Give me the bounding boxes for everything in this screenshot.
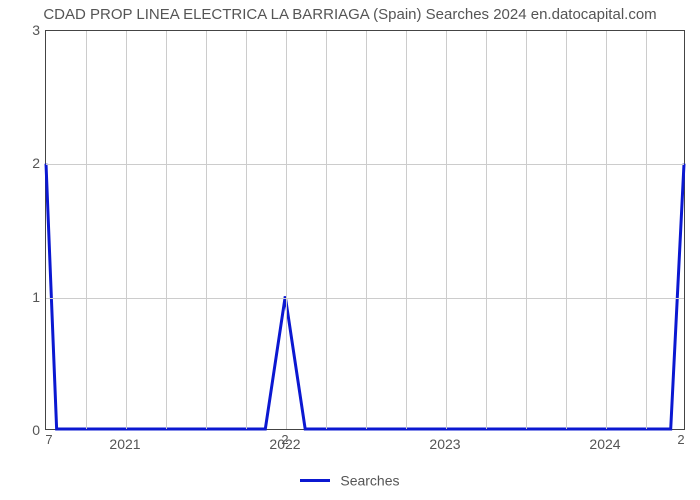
gridline-vertical [206, 31, 207, 429]
series-line [46, 31, 684, 429]
gridline-vertical [86, 31, 87, 429]
x-tick-label: 2023 [429, 436, 460, 452]
gridline-vertical [406, 31, 407, 429]
x-tick-label: 2024 [589, 436, 620, 452]
gridline-horizontal [46, 164, 684, 165]
y-tick-label: 1 [20, 289, 40, 305]
gridline-vertical [366, 31, 367, 429]
x-tick-label: 2021 [109, 436, 140, 452]
gridline-vertical [326, 31, 327, 429]
gridline-vertical [166, 31, 167, 429]
legend-label: Searches [340, 472, 399, 488]
gridline-vertical [646, 31, 647, 429]
gridline-vertical [486, 31, 487, 429]
gridline-vertical [606, 31, 607, 429]
gridline-vertical [246, 31, 247, 429]
chart-title: CDAD PROP LINEA ELECTRICA LA BARRIAGA (S… [0, 6, 700, 23]
y-tick-label: 2 [20, 155, 40, 171]
y-tick-label: 3 [20, 22, 40, 38]
gridline-horizontal [46, 298, 684, 299]
value-label: 7 [45, 432, 52, 447]
y-tick-label: 0 [20, 422, 40, 438]
gridline-vertical [286, 31, 287, 429]
plot-area [45, 30, 685, 430]
gridline-vertical [526, 31, 527, 429]
value-label: 2 [281, 432, 288, 447]
chart-container: CDAD PROP LINEA ELECTRICA LA BARRIAGA (S… [0, 0, 700, 500]
value-label: 2 [677, 432, 684, 447]
gridline-vertical [566, 31, 567, 429]
legend: Searches [0, 471, 700, 488]
gridline-vertical [126, 31, 127, 429]
legend-swatch [300, 479, 330, 482]
gridline-vertical [446, 31, 447, 429]
